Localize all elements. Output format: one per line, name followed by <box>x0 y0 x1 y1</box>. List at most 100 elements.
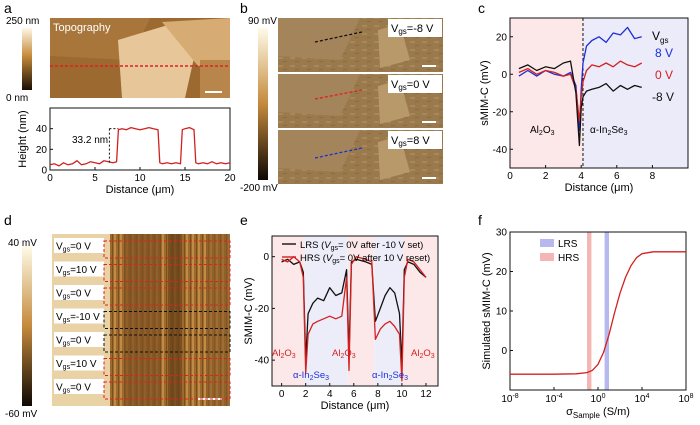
f-sim-ytick-label: 10 <box>496 307 508 318</box>
legend-c-0v: 0 V <box>655 68 673 82</box>
a-height-xlabel: Distance (μm) <box>106 184 175 196</box>
f-sim-ytick-label: 20 <box>496 267 508 278</box>
region-c-al2o3: Al2O3 <box>530 125 555 137</box>
a-height-ytick-label: 20 <box>36 145 48 156</box>
vgs-row-outline <box>103 334 231 353</box>
f-sim-xlabel: σSample (S/m) <box>566 406 630 420</box>
f-sim-xtick-label: 100 <box>590 393 605 405</box>
svg-text:Vgs=-8 V: Vgs=-8 V <box>391 23 434 36</box>
e-smim-xtick-label: 2 <box>303 389 309 400</box>
vgs-row-box <box>54 379 104 394</box>
colorbar-d <box>22 246 32 406</box>
vgs-label-b-0: Vgs=-8 V <box>388 19 442 37</box>
c-smim-ytick-label: -40 <box>493 145 508 156</box>
step-annotation: 33.2 nm <box>72 135 108 146</box>
legend-f: LRS HRS <box>540 239 579 264</box>
vgs-row-labels: Vgs=0 V Vgs=10 V Vgs=0 V Vgs=-10 V Vgs=0 V Vg… <box>54 238 231 400</box>
topography-label: Topography <box>53 22 111 34</box>
legend-f-lrs: LRS <box>558 239 578 250</box>
panel-letter-e: e <box>240 212 248 228</box>
band-hrs <box>587 232 592 390</box>
e-smim-xlabel: Distance (μm) <box>321 400 390 412</box>
colorbar-a <box>22 28 32 90</box>
vgs-row-box <box>54 285 104 300</box>
vgs-row-text: Vgs=0 V <box>56 289 91 301</box>
panel-letter-f: f <box>478 212 482 228</box>
vgs-row-label-0: Vgs=0 V <box>54 238 231 259</box>
f-sim-ytick-label: 0 <box>501 346 507 357</box>
vgs-row-text: Vgs=0 V <box>56 242 91 254</box>
c-smim-ytick-label: 20 <box>496 32 508 43</box>
vgs-row-label-1: Vgs=10 V <box>54 261 231 282</box>
panel-f: f 10-8 10-4 100 104 108 0 10 20 30 σSample (S/m) S… <box>478 212 694 420</box>
panel-b: b 90 mV -200 mV Vgs=-8 V Vgs=0 <box>240 0 443 194</box>
a-height-xtick-label: 0 <box>47 173 53 184</box>
a-height-series-0 <box>49 126 231 167</box>
legend-e: LRS (Vgs= 0V after -10 V set) HRS (Vgs= … <box>282 240 430 265</box>
colorbar-b <box>258 28 268 180</box>
region-e-al-band-2 <box>403 236 438 386</box>
c-smim-frame <box>509 17 689 169</box>
a-height-ylabel: Height (nm) <box>17 110 29 167</box>
e-smim-ytick-label: -20 <box>255 304 270 315</box>
legend-c-8v: 8 V <box>655 46 673 60</box>
simulation-plot: 10-8 10-4 100 104 108 0 10 20 30 σSample (S/m) Sim… <box>481 228 694 421</box>
vgs-row-label-2: Vgs=0 V <box>54 285 231 306</box>
vgs-row-outline <box>103 381 231 400</box>
region-e-al2o3-3: Al2O3 <box>411 348 435 360</box>
f-sim-ylabel: Simulated sMIM-C (mV) <box>481 252 493 369</box>
panel-a: a 250 nm 0 nm Topography 0 5 10 15 20 0 20 40 Di… <box>4 0 236 196</box>
e-smim-xtick-label: 6 <box>351 389 357 400</box>
e-smim-ytick-label: -40 <box>255 356 270 367</box>
vgs-row-text: Vgs=10 V <box>56 359 97 371</box>
e-smim-xtick-label: 4 <box>327 389 333 400</box>
a-height-xtick-label: 5 <box>92 173 98 184</box>
e-smim-ytick-label: 0 <box>263 252 269 263</box>
e-smim-ylabel: SMIM-C (mV) <box>243 277 255 344</box>
panel-e: e 0 2 4 6 8 10 12 -40 -20 0 Distance (μm) SMIM-C (m… <box>240 212 439 412</box>
topography-image <box>50 18 230 98</box>
region-e-in-band-0 <box>304 236 348 386</box>
region-e-in2se3-2: α-In2Se3 <box>372 370 408 382</box>
a-height-xtick-label: 15 <box>179 173 191 184</box>
vgs-row-box <box>54 238 104 253</box>
vgs-row-text: Vgs=-10 V <box>56 312 100 324</box>
region-c-al2o3-band <box>510 18 583 168</box>
c-smim-xtick-label: 2 <box>543 171 549 182</box>
vgs-row-label-5: Vgs=10 V <box>54 355 231 376</box>
colorbar-a-min: 0 nm <box>6 93 28 104</box>
vgs-row-outline <box>103 311 231 329</box>
c-smim-xtick-label: 0 <box>507 171 513 182</box>
legend-title-c: Vgs <box>652 29 668 45</box>
region-e-al2o3-2: Al2O3 <box>332 348 356 360</box>
f-sim-xtick-label: 10-4 <box>545 393 562 405</box>
vgs-row-text: Vgs=0 V <box>56 383 91 395</box>
smim-vs-distance-plot: 0 2 4 6 8 -40 -20 0 20 Distance (μm) sMIM-C (mV) <box>479 17 689 194</box>
region-e-al2o3-1: Al2O3 <box>272 348 296 360</box>
a-height-ytick-label: 0 <box>41 166 47 177</box>
c-smim-xlabel: Distance (μm) <box>565 182 634 194</box>
c-smim-xtick-label: 6 <box>614 171 620 182</box>
vgs-row-outline <box>103 264 231 282</box>
svg-text:Vgs=0 V: Vgs=0 V <box>391 79 430 92</box>
legend-f-hrs: HRS <box>558 253 579 264</box>
svg-text:Vgs=8 V: Vgs=8 V <box>391 135 430 148</box>
vgs-row-box <box>54 308 104 324</box>
c-smim-series-2 <box>518 60 642 147</box>
c-smim-ytick-label: -20 <box>493 107 508 118</box>
vgs-row-box <box>54 261 104 277</box>
f-sim-xtick-label: 104 <box>634 393 649 405</box>
colorbar-a-max: 250 nm <box>6 16 39 27</box>
panel-c: c 0 2 4 6 8 -40 -20 0 20 Distance (μm) sMIM-C (mV)… <box>478 0 689 194</box>
vgs-row-outline <box>103 287 231 306</box>
e-smim-xtick-label: 8 <box>375 389 381 400</box>
a-height-xtick-label: 20 <box>224 173 236 184</box>
vgs-row-text: Vgs=0 V <box>56 336 91 348</box>
height-plot: 0 5 10 15 20 0 20 40 Distance (μm) Height (nm) <box>17 107 236 196</box>
region-c-in2se3-band <box>582 18 688 168</box>
smim-image-stack <box>278 18 443 184</box>
vgs-row-label-6: Vgs=0 V <box>54 379 231 400</box>
vgs-row-label-4: Vgs=0 V <box>54 332 231 353</box>
